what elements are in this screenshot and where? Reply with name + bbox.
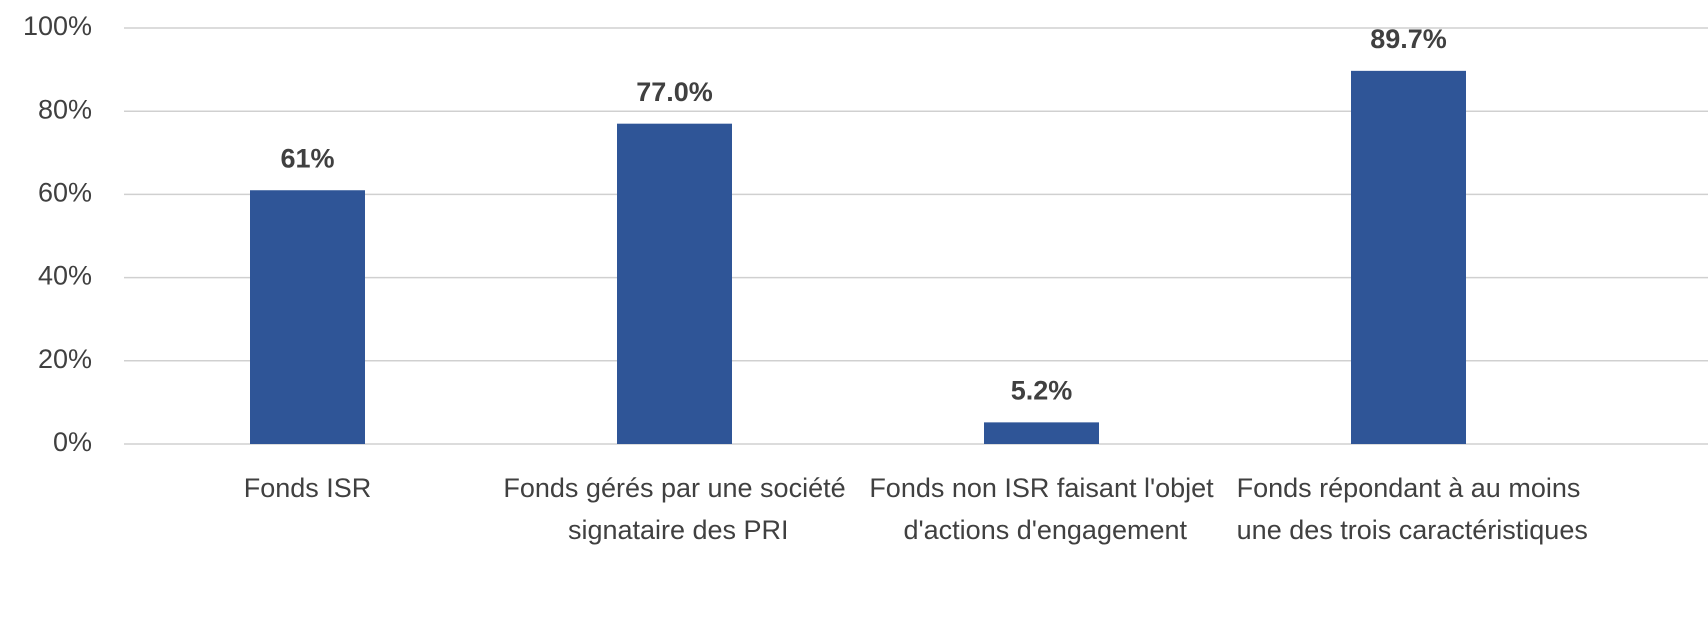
y-tick-label: 60% <box>38 178 92 208</box>
value-label: 89.7% <box>1370 24 1447 54</box>
bar <box>617 123 732 445</box>
value-label: 61% <box>280 143 334 173</box>
x-tick-label: Fonds non ISR faisant l'objet d'actions … <box>869 473 1214 545</box>
bar <box>250 190 365 444</box>
value-label: 5.2% <box>1011 375 1073 405</box>
x-tick-label: Fonds ISR <box>244 473 372 503</box>
y-tick-label: 0% <box>53 427 92 457</box>
y-tick-label: 80% <box>38 94 92 124</box>
x-tick-label: Fonds gérés par une société signataire d… <box>503 473 845 545</box>
value-label: 77.0% <box>636 77 713 107</box>
y-tick-label: 20% <box>38 344 92 374</box>
bar <box>1351 70 1466 445</box>
bar <box>984 422 1099 444</box>
x-tick-label: Fonds répondant à au moins une des trois… <box>1229 473 1588 545</box>
y-tick-label: 100% <box>23 11 92 41</box>
y-tick-label: 40% <box>38 261 92 291</box>
